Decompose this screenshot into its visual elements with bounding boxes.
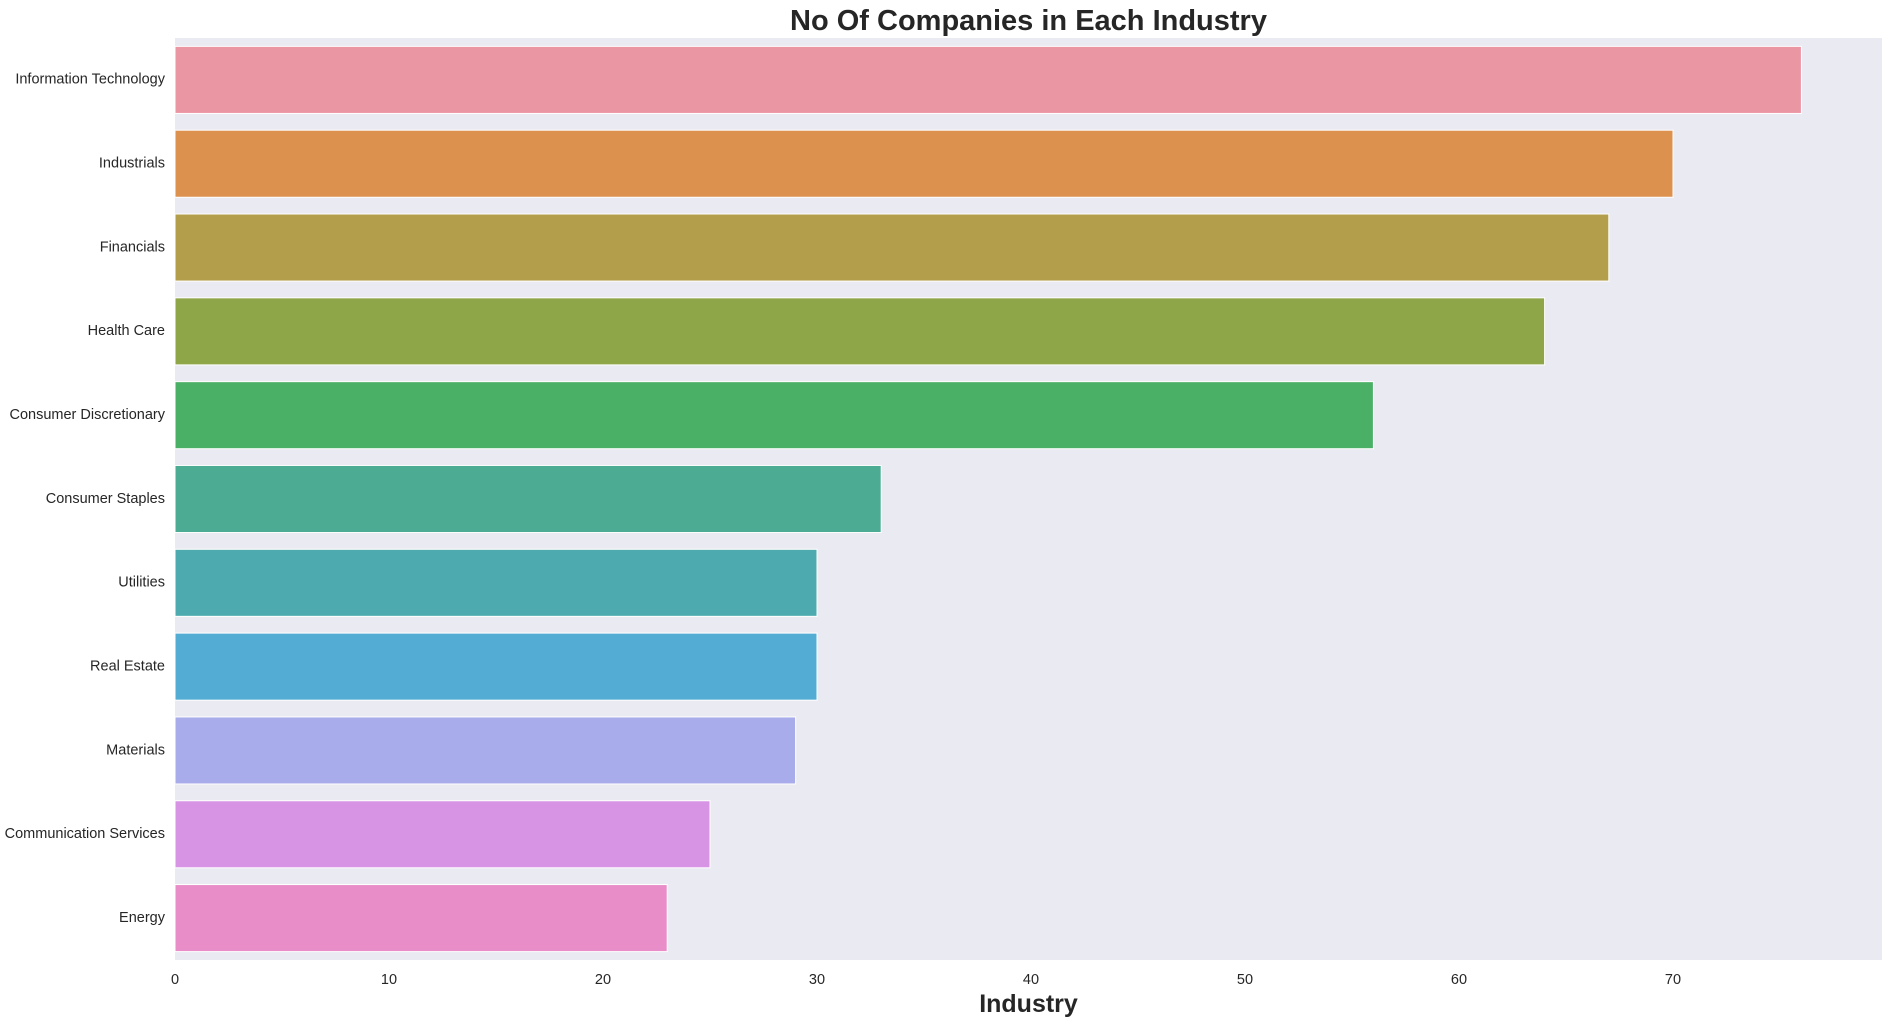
x-tick-label: 0 (171, 972, 179, 988)
x-tick-label: 30 (809, 972, 825, 988)
x-tick-label: 10 (381, 972, 397, 988)
x-tick-labels: 0 10 20 30 40 50 60 70 (171, 972, 1681, 988)
x-tick-label: 20 (595, 972, 611, 988)
y-tick-label: Consumer Staples (46, 491, 165, 507)
bar-financials (174, 213, 1610, 282)
bar-real-estate (174, 632, 818, 701)
bar-consumer-staples (174, 464, 882, 534)
y-tick-label: Information Technology (15, 72, 165, 88)
y-tick-label: Energy (119, 910, 166, 926)
bars-layer (174, 45, 1802, 953)
bar-industrials (174, 129, 1674, 198)
bar-consumer-discretionary (174, 381, 1374, 450)
x-tick-label: 60 (1451, 972, 1467, 988)
chart-title: No Of Companies in Each Industry (790, 5, 1267, 37)
x-tick-label: 70 (1665, 972, 1681, 988)
y-tick-label: Industrials (99, 156, 165, 172)
x-tick-label: 40 (1023, 972, 1039, 988)
bar-materials (174, 716, 797, 785)
y-tick-label: Communication Services (5, 826, 165, 842)
y-tick-labels: Information Technology Industrials Financi… (5, 72, 166, 926)
bar-health-care (174, 297, 1546, 366)
x-axis-label: Industry (979, 990, 1078, 1018)
bar-utilities (174, 548, 818, 617)
y-tick-label: Materials (106, 742, 165, 758)
x-tick-label: 50 (1237, 972, 1253, 988)
y-tick-label: Financials (100, 239, 165, 255)
bar-energy (174, 884, 668, 953)
y-tick-label: Health Care (88, 323, 165, 339)
y-tick-label: Consumer Discretionary (9, 407, 165, 423)
y-tick-label: Real Estate (90, 658, 165, 674)
bar-communication-services (174, 800, 711, 869)
y-tick-label: Utilities (118, 575, 165, 591)
bar-information-technology (174, 45, 1802, 114)
